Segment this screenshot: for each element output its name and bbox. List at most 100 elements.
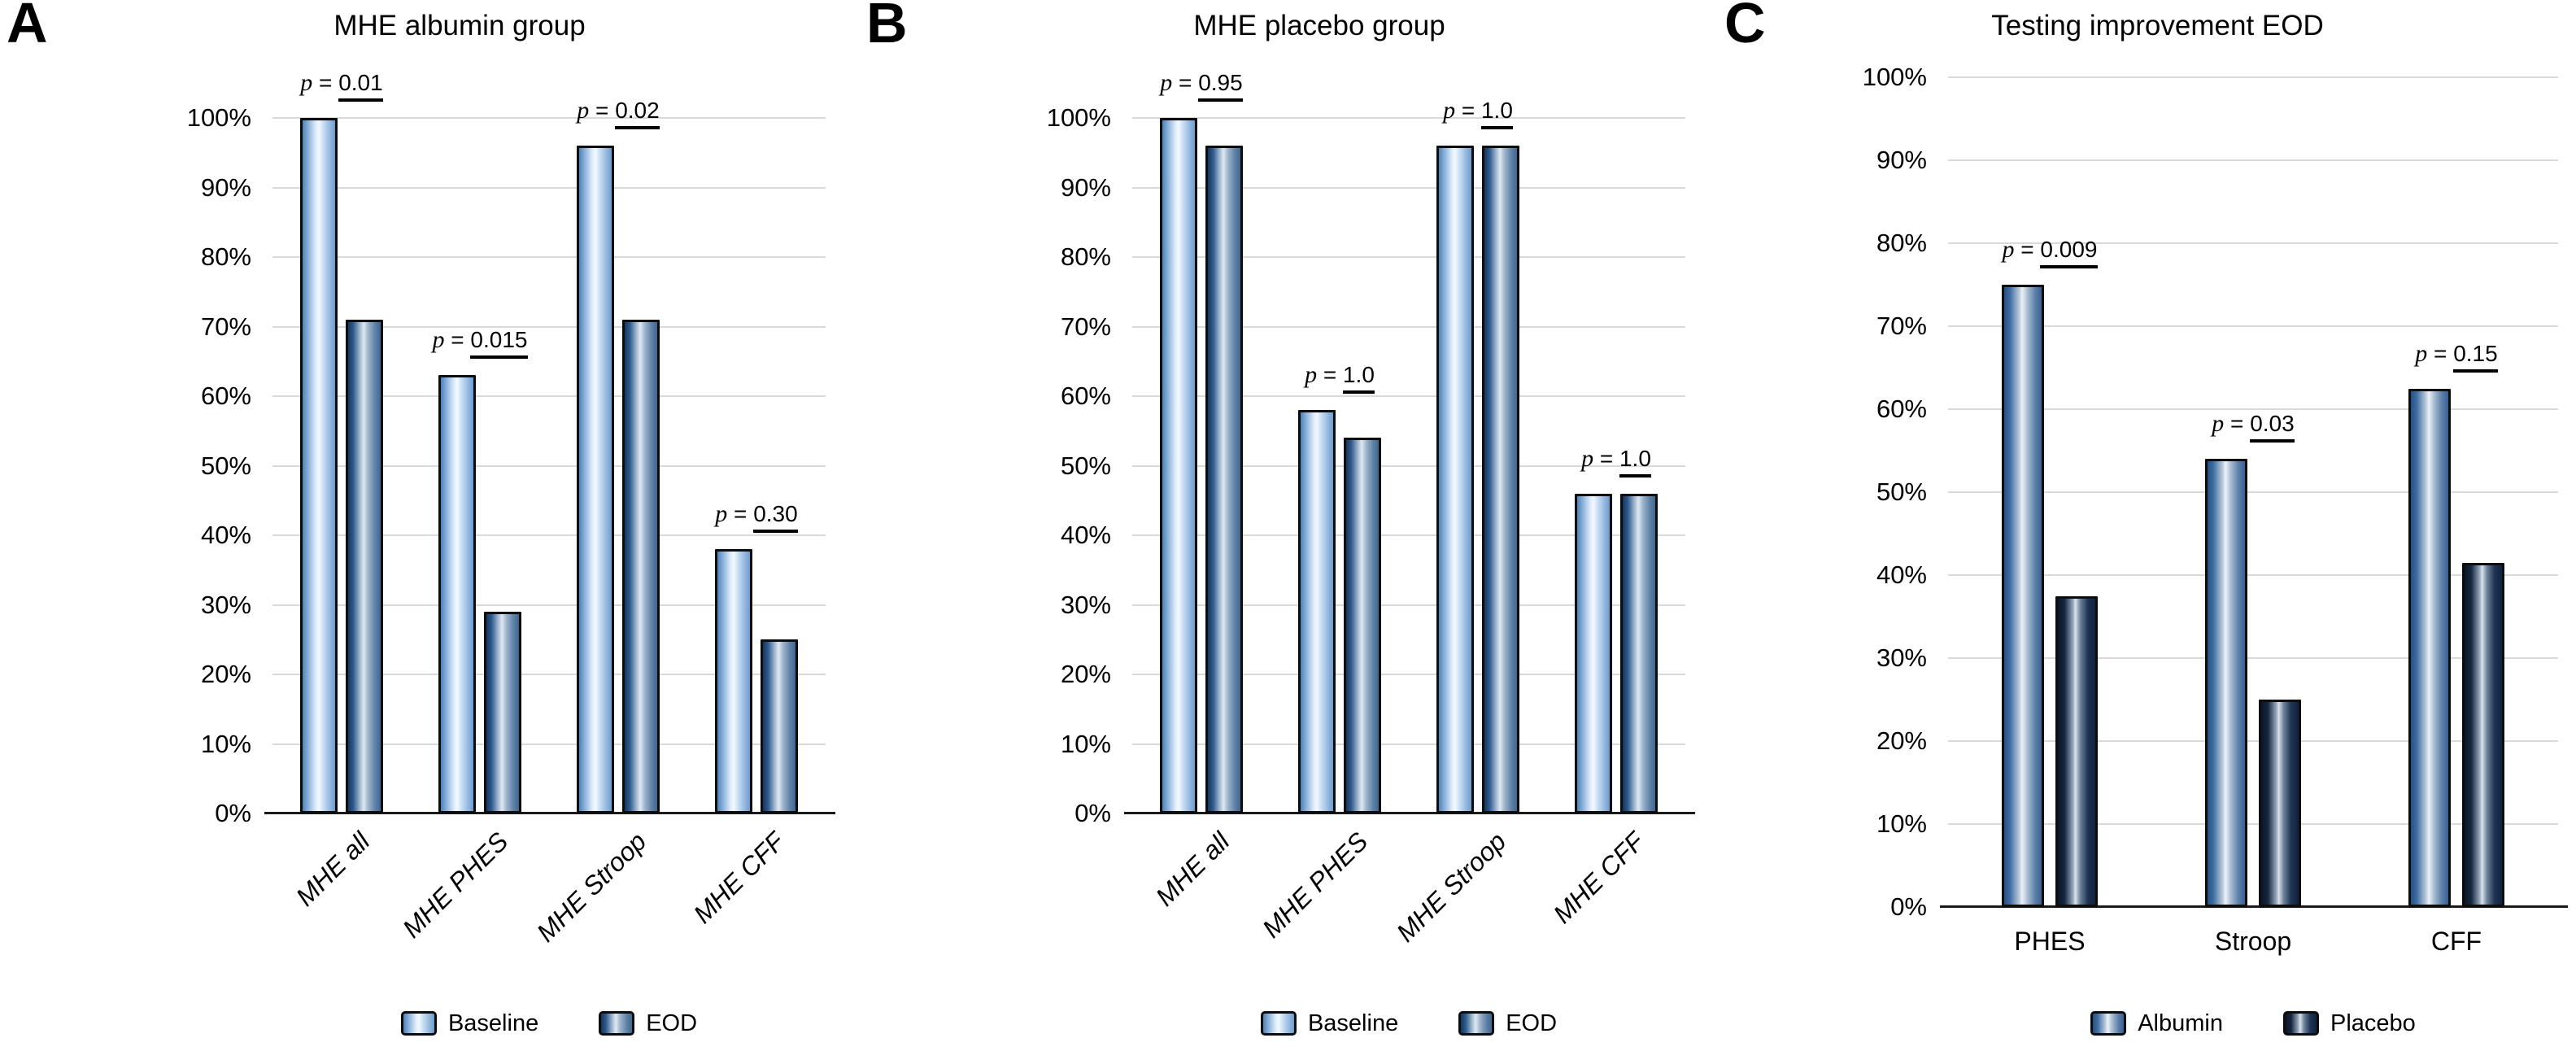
bar-baseline-mhe-stroop — [577, 146, 614, 813]
y-axis-tick-label: 60% — [1060, 382, 1111, 410]
bar-placebo-cff — [2462, 562, 2504, 907]
y-axis-tick-label: 80% — [200, 242, 251, 271]
panel-b-title: MHE placebo group — [1193, 10, 1445, 41]
legend-item-eod: EOD — [1458, 1010, 1557, 1037]
legend-item-placebo: Placebo — [2282, 1010, 2416, 1037]
p-value-annotation-mhe-stroop: p = 1.0 — [1348, 97, 1608, 130]
gridline-70 — [272, 325, 826, 328]
gridline-60 — [272, 395, 826, 397]
panel-a-legend: Baseline EOD — [272, 1007, 826, 1040]
panel-letter-a: A — [7, 0, 49, 55]
bar-eod-mhe-stroop — [1482, 146, 1519, 813]
y-axis-tick-label: 50% — [200, 451, 251, 480]
bar-eod-mhe-cff — [761, 639, 798, 813]
gridline-90 — [1948, 159, 2558, 161]
p-value-annotation-mhe-all: p = 0.01 — [211, 69, 472, 102]
y-axis-tick-label: 0% — [1074, 799, 1111, 827]
legend-item-eod: EOD — [599, 1010, 697, 1037]
legend-swatch-placebo — [2282, 1011, 2319, 1036]
p-value-annotation-mhe-cff: p = 0.30 — [626, 500, 887, 534]
y-axis-tick-label: 20% — [1060, 660, 1111, 688]
p-value-annotation-mhe-phes: p = 0.015 — [350, 326, 610, 360]
y-axis-tick-label: 30% — [1060, 590, 1111, 619]
legend-label-placebo: Placebo — [2330, 1010, 2416, 1036]
gridline-90 — [272, 186, 826, 189]
y-axis-tick-label: 100% — [186, 103, 251, 132]
y-axis-tick-label: 80% — [1060, 242, 1111, 271]
y-axis-tick-label: 50% — [1060, 451, 1111, 480]
y-axis-tick-label: 90% — [1876, 146, 1927, 174]
bar-albumin-stroop — [2205, 459, 2247, 907]
bar-baseline-mhe-stroop — [1436, 146, 1474, 813]
legend-swatch-albumin — [2090, 1011, 2127, 1036]
gridline-80 — [1948, 242, 2558, 244]
y-axis-tick-label: 70% — [1876, 312, 1927, 340]
gridline-80 — [272, 256, 826, 258]
y-axis-tick-label: 40% — [1060, 521, 1111, 549]
p-value-annotation-phes: p = 0.009 — [1920, 236, 2180, 268]
legend-label-baseline: Baseline — [1307, 1010, 1399, 1036]
legend-item-baseline: Baseline — [1260, 1010, 1399, 1037]
gridline-40 — [272, 534, 826, 536]
p-value-annotation-mhe-all: p = 0.95 — [1071, 69, 1332, 102]
legend-swatch-baseline — [400, 1011, 437, 1036]
bar-eod-mhe-all — [1205, 146, 1243, 813]
legend-swatch-eod — [599, 1011, 635, 1036]
legend-label-albumin: Albumin — [2138, 1010, 2223, 1036]
y-axis-tick-label: 100% — [1862, 63, 1927, 91]
bar-eod-mhe-phes — [484, 612, 521, 813]
bar-baseline-mhe-cff — [1575, 493, 1612, 813]
legend-label-baseline: Baseline — [447, 1010, 539, 1036]
y-axis-tick-label: 20% — [1876, 726, 1927, 755]
gridline-10 — [272, 743, 826, 745]
panel-b-legend: Baseline EOD — [1132, 1007, 1685, 1040]
y-axis-tick-label: 30% — [1876, 643, 1927, 672]
gridline-10 — [1948, 823, 2558, 825]
y-axis-tick-label: 90% — [1060, 172, 1111, 202]
gridline-20 — [272, 674, 826, 675]
panel-b: B MHE placebo group Baseline EOD 0% 10% 20%… — [860, 0, 1718, 1051]
panel-letter-b: B — [866, 0, 909, 55]
y-axis-tick-label: 90% — [200, 172, 251, 202]
gridline-20 — [1132, 674, 1685, 675]
bar-eod-mhe-stroop — [622, 319, 660, 813]
x-axis-line — [1940, 905, 2568, 908]
y-axis-tick-label: 60% — [200, 382, 251, 410]
bar-eod-mhe-cff — [1620, 493, 1658, 813]
y-axis-tick-label: 40% — [200, 521, 251, 549]
y-axis-tick-label: 0% — [215, 799, 251, 827]
y-axis-tick-label: 20% — [200, 660, 251, 688]
panel-c: C Testing improvement EOD Albumin Placebo… — [1718, 0, 2576, 1051]
bar-placebo-stroop — [2259, 700, 2301, 907]
x-axis-line — [1124, 812, 1695, 814]
gridline-70 — [1948, 325, 2558, 327]
legend-swatch-eod — [1458, 1011, 1495, 1036]
legend-label-eod: EOD — [646, 1010, 698, 1036]
x-axis-label-cff: CFF — [2430, 927, 2482, 956]
bar-baseline-mhe-phes — [438, 375, 476, 813]
p-value-annotation-mhe-phes: p = 1.0 — [1210, 361, 1470, 395]
p-value-annotation-mhe-stroop: p = 0.02 — [488, 97, 748, 130]
bar-baseline-mhe-phes — [1298, 410, 1336, 813]
y-axis-tick-label: 70% — [200, 312, 251, 341]
y-axis-tick-label: 100% — [1046, 103, 1111, 132]
bar-baseline-mhe-all — [300, 118, 338, 813]
p-value-annotation-stroop: p = 0.03 — [2123, 410, 2383, 443]
bar-eod-mhe-phes — [1344, 438, 1381, 813]
y-axis-tick-label: 60% — [1876, 395, 1927, 423]
gridline-10 — [1132, 743, 1685, 745]
y-axis-tick-label: 30% — [200, 590, 251, 619]
gridline-100 — [1948, 76, 2558, 78]
gridline-80 — [1132, 256, 1685, 258]
y-axis-tick-label: 10% — [1060, 729, 1111, 758]
gridline-50 — [272, 464, 826, 467]
panel-a-title: MHE albumin group — [333, 10, 586, 41]
gridline-20 — [1948, 740, 2558, 742]
legend-swatch-baseline — [1260, 1011, 1297, 1036]
panel-c-legend: Albumin Placebo — [1948, 1007, 2558, 1040]
bar-placebo-phes — [2055, 595, 2098, 907]
gridline-30 — [1132, 604, 1685, 606]
p-value-annotation-mhe-cff: p = 1.0 — [1486, 445, 1746, 478]
gridline-60 — [1132, 395, 1685, 397]
y-axis-tick-label: 10% — [200, 729, 251, 758]
